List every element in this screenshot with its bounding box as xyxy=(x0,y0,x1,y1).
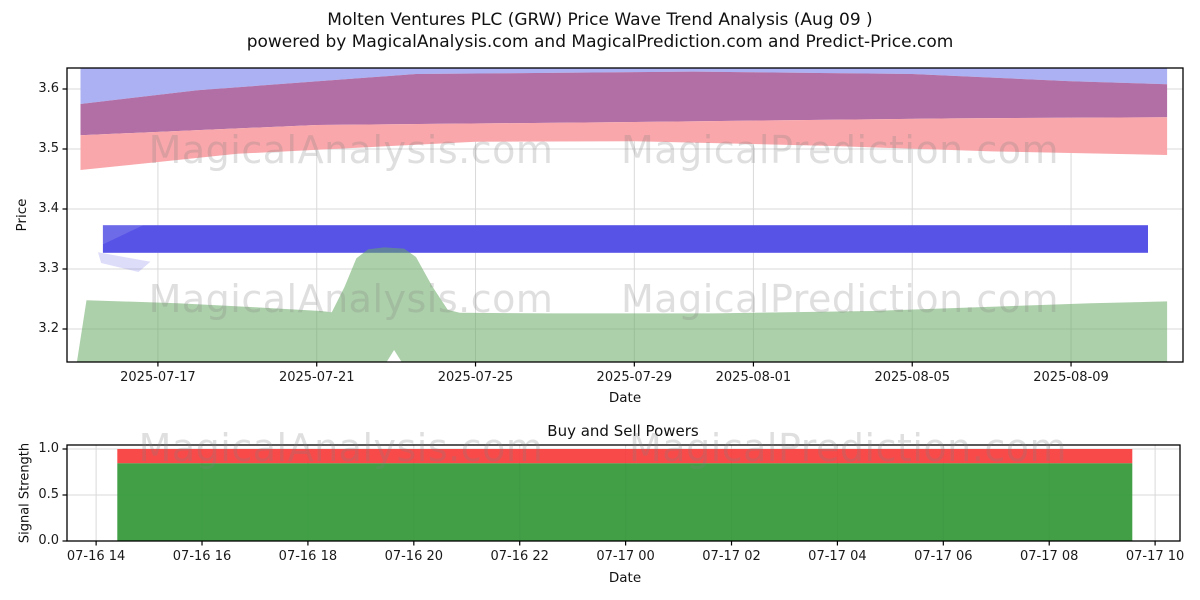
figure-title-line1: Molten Ventures PLC (GRW) Price Wave Tre… xyxy=(327,10,873,30)
x-tick-label: 2025-08-09 xyxy=(1033,370,1109,385)
x-tick-label: 07-17 08 xyxy=(1019,549,1079,564)
x-tick-label: 07-16 20 xyxy=(384,549,444,564)
x-tick-label: 07-17 00 xyxy=(596,549,655,564)
y-tick-label: 3.6 xyxy=(38,81,59,96)
x-tick-label: 07-16 14 xyxy=(66,549,126,564)
y-tick-label: 1.0 xyxy=(38,441,59,456)
x-tick-label: 2025-07-17 xyxy=(120,370,196,385)
upper-blue-band xyxy=(80,68,1168,104)
buy-sell-title: Buy and Sell Powers xyxy=(547,422,699,440)
pink-band xyxy=(80,117,1168,170)
fade-wedge xyxy=(98,252,151,272)
y-tick-label: 3.3 xyxy=(38,261,59,276)
figure-title: Molten Ventures PLC (GRW) Price Wave Tre… xyxy=(0,9,1200,53)
watermark-analysis-3: MagicalAnalysis.com xyxy=(138,426,544,470)
x-tick-label: 2025-08-05 xyxy=(874,370,951,385)
plot-border xyxy=(66,67,1184,363)
watermark-prediction-1: MagicalPrediction.com xyxy=(621,128,1059,172)
y-tick-label: 3.2 xyxy=(38,321,59,336)
plot-border xyxy=(66,444,1181,542)
top-date-axis-label: Date xyxy=(608,390,642,406)
bottom-date-axis-label: Date xyxy=(608,570,642,586)
watermark-prediction-2: MagicalPrediction.com xyxy=(621,277,1059,321)
x-tick-label: 07-17 10 xyxy=(1125,549,1185,564)
watermark-analysis-1: MagicalAnalysis.com xyxy=(148,128,554,172)
buy-power-area xyxy=(117,463,1133,541)
y-tick-label: 3.5 xyxy=(38,141,59,156)
y-tick-label: 0.0 xyxy=(38,533,59,548)
sell-power-area xyxy=(117,449,1133,464)
x-tick-label: 2025-07-25 xyxy=(437,370,514,385)
bar-inner-wedge xyxy=(102,225,144,245)
y-tick-label: 3.4 xyxy=(38,201,59,216)
x-tick-label: 2025-07-21 xyxy=(278,370,355,385)
x-tick-label: 07-16 22 xyxy=(490,549,549,564)
x-tick-label: 2025-08-01 xyxy=(715,370,792,385)
x-tick-label: 07-16 16 xyxy=(172,549,232,564)
x-tick-label: 07-17 02 xyxy=(702,549,761,564)
x-tick-label: 2025-07-29 xyxy=(596,370,673,385)
blue-support-bar xyxy=(102,225,1148,253)
green-support-area xyxy=(76,247,1168,362)
x-tick-label: 07-16 18 xyxy=(278,549,338,564)
x-tick-label: 07-17 06 xyxy=(914,549,973,564)
x-tick-label: 07-17 04 xyxy=(808,549,867,564)
figure-title-line2: powered by MagicalAnalysis.com and Magic… xyxy=(246,32,954,52)
y-tick-label: 0.5 xyxy=(38,487,59,502)
watermark-prediction-3: MagicalPrediction.com xyxy=(629,426,1067,470)
purple-band xyxy=(80,71,1168,136)
watermark-analysis-2: MagicalAnalysis.com xyxy=(148,277,554,321)
